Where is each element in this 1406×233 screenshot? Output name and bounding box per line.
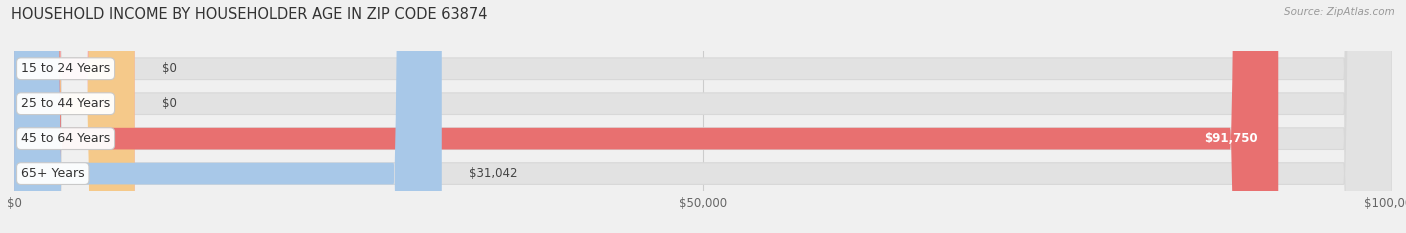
Text: 15 to 24 Years: 15 to 24 Years bbox=[21, 62, 110, 75]
FancyBboxPatch shape bbox=[14, 0, 1392, 233]
Text: 65+ Years: 65+ Years bbox=[21, 167, 84, 180]
Text: $0: $0 bbox=[162, 62, 177, 75]
Text: $0: $0 bbox=[162, 97, 177, 110]
FancyBboxPatch shape bbox=[14, 0, 441, 233]
FancyBboxPatch shape bbox=[14, 0, 135, 233]
Text: $91,750: $91,750 bbox=[1204, 132, 1257, 145]
FancyBboxPatch shape bbox=[14, 0, 1392, 233]
Text: 45 to 64 Years: 45 to 64 Years bbox=[21, 132, 110, 145]
Text: HOUSEHOLD INCOME BY HOUSEHOLDER AGE IN ZIP CODE 63874: HOUSEHOLD INCOME BY HOUSEHOLDER AGE IN Z… bbox=[11, 7, 488, 22]
Text: 25 to 44 Years: 25 to 44 Years bbox=[21, 97, 110, 110]
FancyBboxPatch shape bbox=[14, 0, 1392, 233]
FancyBboxPatch shape bbox=[14, 0, 135, 233]
Text: Source: ZipAtlas.com: Source: ZipAtlas.com bbox=[1284, 7, 1395, 17]
FancyBboxPatch shape bbox=[14, 0, 1392, 233]
Text: $31,042: $31,042 bbox=[470, 167, 517, 180]
FancyBboxPatch shape bbox=[14, 0, 1278, 233]
